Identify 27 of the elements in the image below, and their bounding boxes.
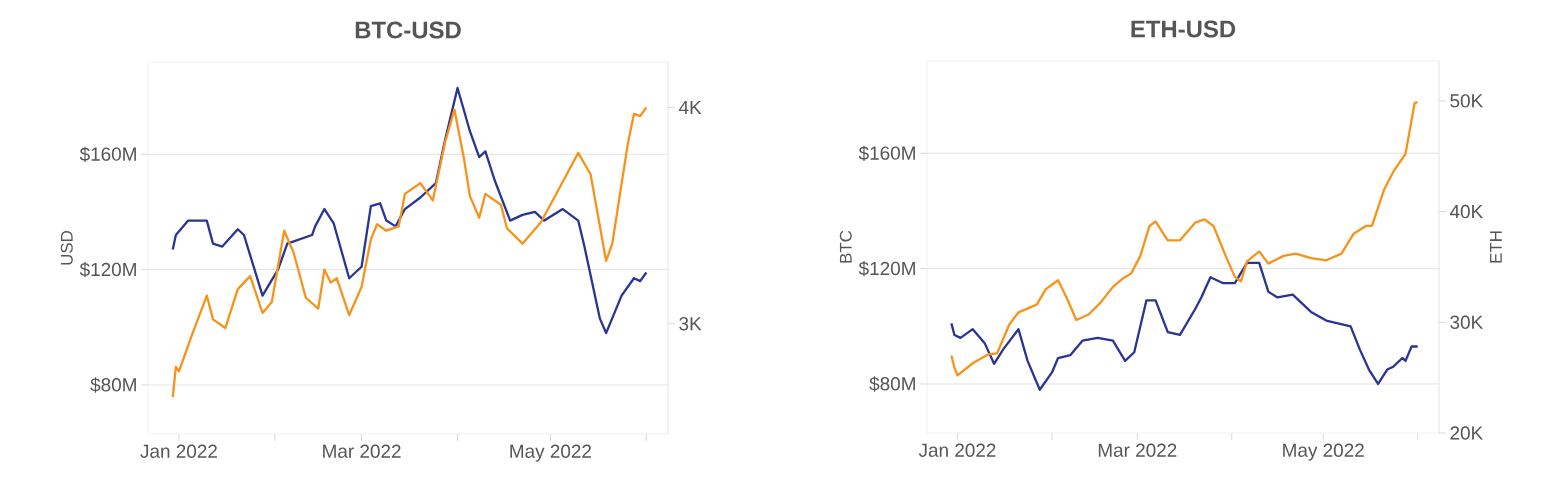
y-tick-label: $160M (858, 145, 915, 161)
y2-tick-label: 30K (1450, 315, 1483, 329)
chart-title: ETH-USD (1131, 20, 1236, 38)
y-tick-label: $80M (90, 377, 136, 393)
y-axis-title: BTC (839, 230, 852, 263)
y2-tick-label: 40K (1449, 204, 1483, 219)
line-series (950, 100, 1419, 377)
y-tick-label: $120M (858, 260, 915, 277)
y2-tick-label: 50K (1450, 94, 1483, 108)
line-series (171, 106, 648, 399)
y-tick-label: $160M (79, 146, 136, 162)
x-tick-label: May 2022 (510, 444, 591, 462)
y2-axis-title: ETH (1490, 231, 1502, 263)
y-tick-label: $120M (79, 261, 136, 278)
line-series (171, 86, 648, 335)
x-tick-label: Jan 2022 (918, 443, 996, 457)
x-tick-label: Jan 2022 (140, 444, 217, 458)
y-tick-label: $80M (869, 376, 915, 392)
y2-tick-label: 20K (1450, 426, 1483, 440)
y2-tick-label: 4K (678, 100, 702, 114)
chart-title: BTC-USD (355, 21, 461, 39)
y-axis-title: USD (60, 230, 73, 265)
x-tick-label: Mar 2022 (323, 444, 401, 458)
y2-tick-label: 3K (679, 316, 702, 331)
x-tick-label: May 2022 (1283, 443, 1364, 461)
x-tick-label: Mar 2022 (1098, 443, 1177, 457)
line-series (950, 261, 1419, 391)
